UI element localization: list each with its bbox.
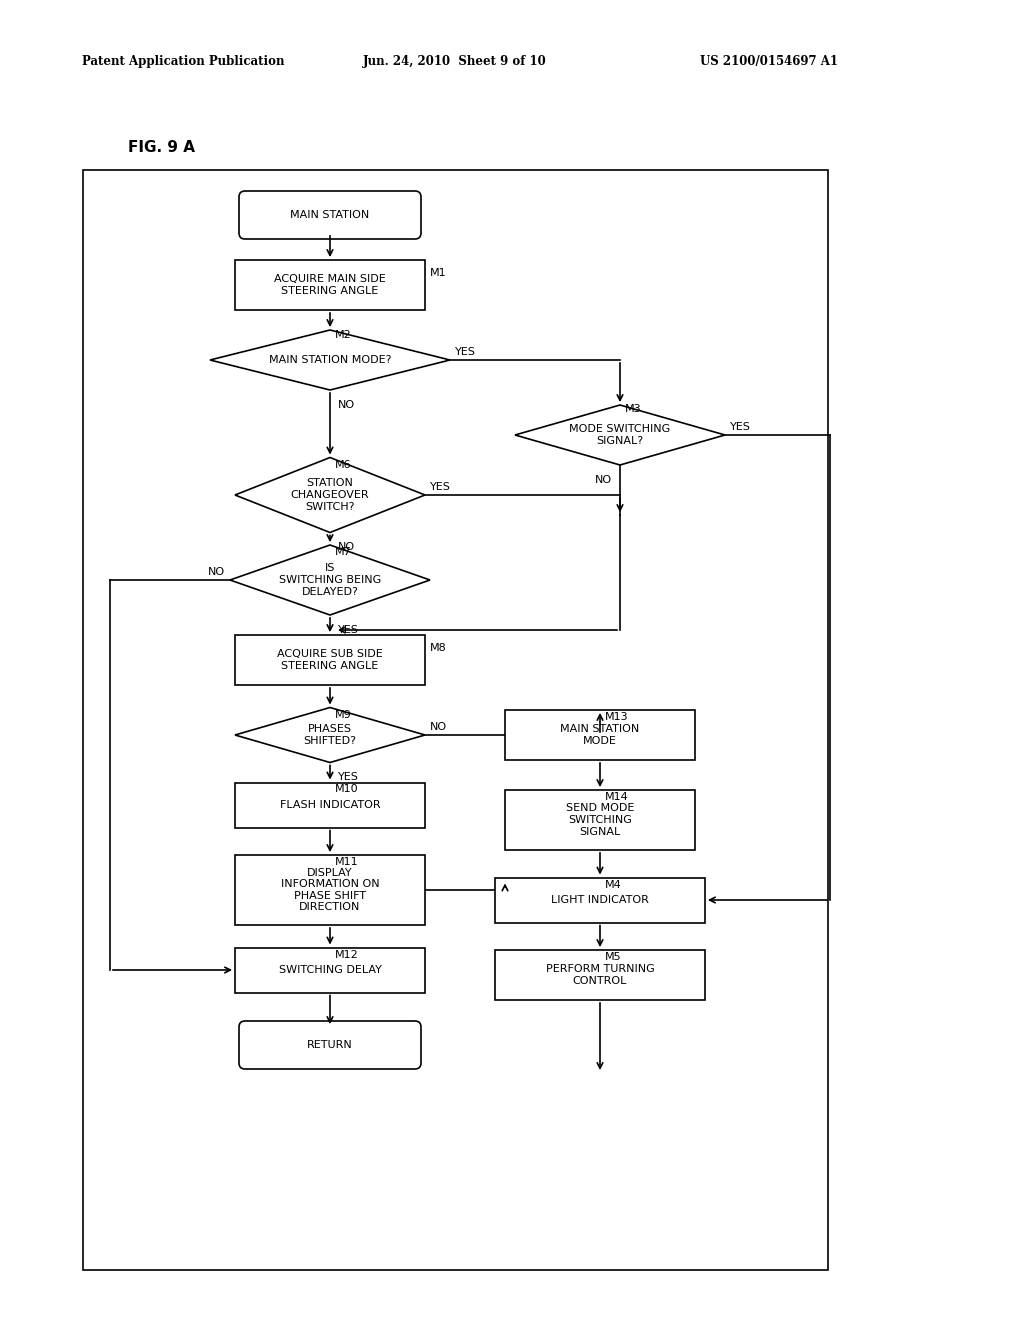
Text: FLASH INDICATOR: FLASH INDICATOR <box>280 800 380 810</box>
Text: MAIN STATION: MAIN STATION <box>291 210 370 220</box>
Text: M4: M4 <box>605 879 622 890</box>
Bar <box>234 260 425 310</box>
Text: PERFORM TURNING
CONTROL: PERFORM TURNING CONTROL <box>546 964 654 986</box>
Text: YES: YES <box>338 772 358 783</box>
Text: YES: YES <box>730 422 751 432</box>
Bar <box>495 878 705 923</box>
Text: YES: YES <box>338 624 358 635</box>
Polygon shape <box>210 330 450 389</box>
Bar <box>234 635 425 685</box>
Text: FIG. 9 A: FIG. 9 A <box>128 140 195 156</box>
Text: US 2100/0154697 A1: US 2100/0154697 A1 <box>700 55 838 69</box>
Text: M6: M6 <box>335 459 351 470</box>
Text: M13: M13 <box>605 711 629 722</box>
Polygon shape <box>234 458 425 532</box>
Text: LIGHT INDICATOR: LIGHT INDICATOR <box>551 895 649 906</box>
Text: M2: M2 <box>335 330 352 339</box>
Text: IS
SWITCHING BEING
DELAYED?: IS SWITCHING BEING DELAYED? <box>279 564 381 597</box>
Text: M3: M3 <box>625 404 642 414</box>
Text: NO: NO <box>430 722 447 733</box>
Text: MAIN STATION
MODE: MAIN STATION MODE <box>560 725 640 746</box>
Bar <box>234 783 425 828</box>
Text: NO: NO <box>338 543 355 553</box>
Text: NO: NO <box>595 475 612 484</box>
Text: MODE SWITCHING
SIGNAL?: MODE SWITCHING SIGNAL? <box>569 424 671 446</box>
Text: M8: M8 <box>430 643 446 653</box>
Bar <box>505 789 695 850</box>
Text: RETURN: RETURN <box>307 1040 353 1049</box>
Text: M14: M14 <box>605 792 629 803</box>
Text: M1: M1 <box>430 268 446 279</box>
FancyBboxPatch shape <box>239 191 421 239</box>
Text: SEND MODE
SWITCHING
SIGNAL: SEND MODE SWITCHING SIGNAL <box>566 804 634 837</box>
Text: DISPLAY
INFORMATION ON
PHASE SHIFT
DIRECTION: DISPLAY INFORMATION ON PHASE SHIFT DIREC… <box>281 867 379 912</box>
Text: NO: NO <box>338 400 355 411</box>
Text: SWITCHING DELAY: SWITCHING DELAY <box>279 965 381 975</box>
Polygon shape <box>230 545 430 615</box>
Bar <box>495 950 705 1001</box>
Text: M5: M5 <box>605 952 622 962</box>
Text: M12: M12 <box>335 949 358 960</box>
Text: M9: M9 <box>335 710 352 719</box>
Text: YES: YES <box>455 347 476 356</box>
Text: M11: M11 <box>335 857 358 867</box>
Text: YES: YES <box>430 482 451 492</box>
Bar <box>505 710 695 760</box>
Text: NO: NO <box>208 568 225 577</box>
Text: MAIN STATION MODE?: MAIN STATION MODE? <box>268 355 391 366</box>
Bar <box>234 948 425 993</box>
Text: PHASES
SHIFTED?: PHASES SHIFTED? <box>303 725 356 746</box>
Text: M10: M10 <box>335 784 358 795</box>
Text: STATION
CHANGEOVER
SWITCH?: STATION CHANGEOVER SWITCH? <box>291 478 370 512</box>
FancyBboxPatch shape <box>239 1020 421 1069</box>
Text: ACQUIRE MAIN SIDE
STEERING ANGLE: ACQUIRE MAIN SIDE STEERING ANGLE <box>274 275 386 296</box>
Polygon shape <box>234 708 425 763</box>
Bar <box>234 855 425 925</box>
Polygon shape <box>515 405 725 465</box>
Text: ACQUIRE SUB SIDE
STEERING ANGLE: ACQUIRE SUB SIDE STEERING ANGLE <box>278 649 383 671</box>
Bar <box>83 170 828 1270</box>
Text: M7: M7 <box>335 546 352 557</box>
Text: Patent Application Publication: Patent Application Publication <box>82 55 285 69</box>
Text: Jun. 24, 2010  Sheet 9 of 10: Jun. 24, 2010 Sheet 9 of 10 <box>362 55 547 69</box>
